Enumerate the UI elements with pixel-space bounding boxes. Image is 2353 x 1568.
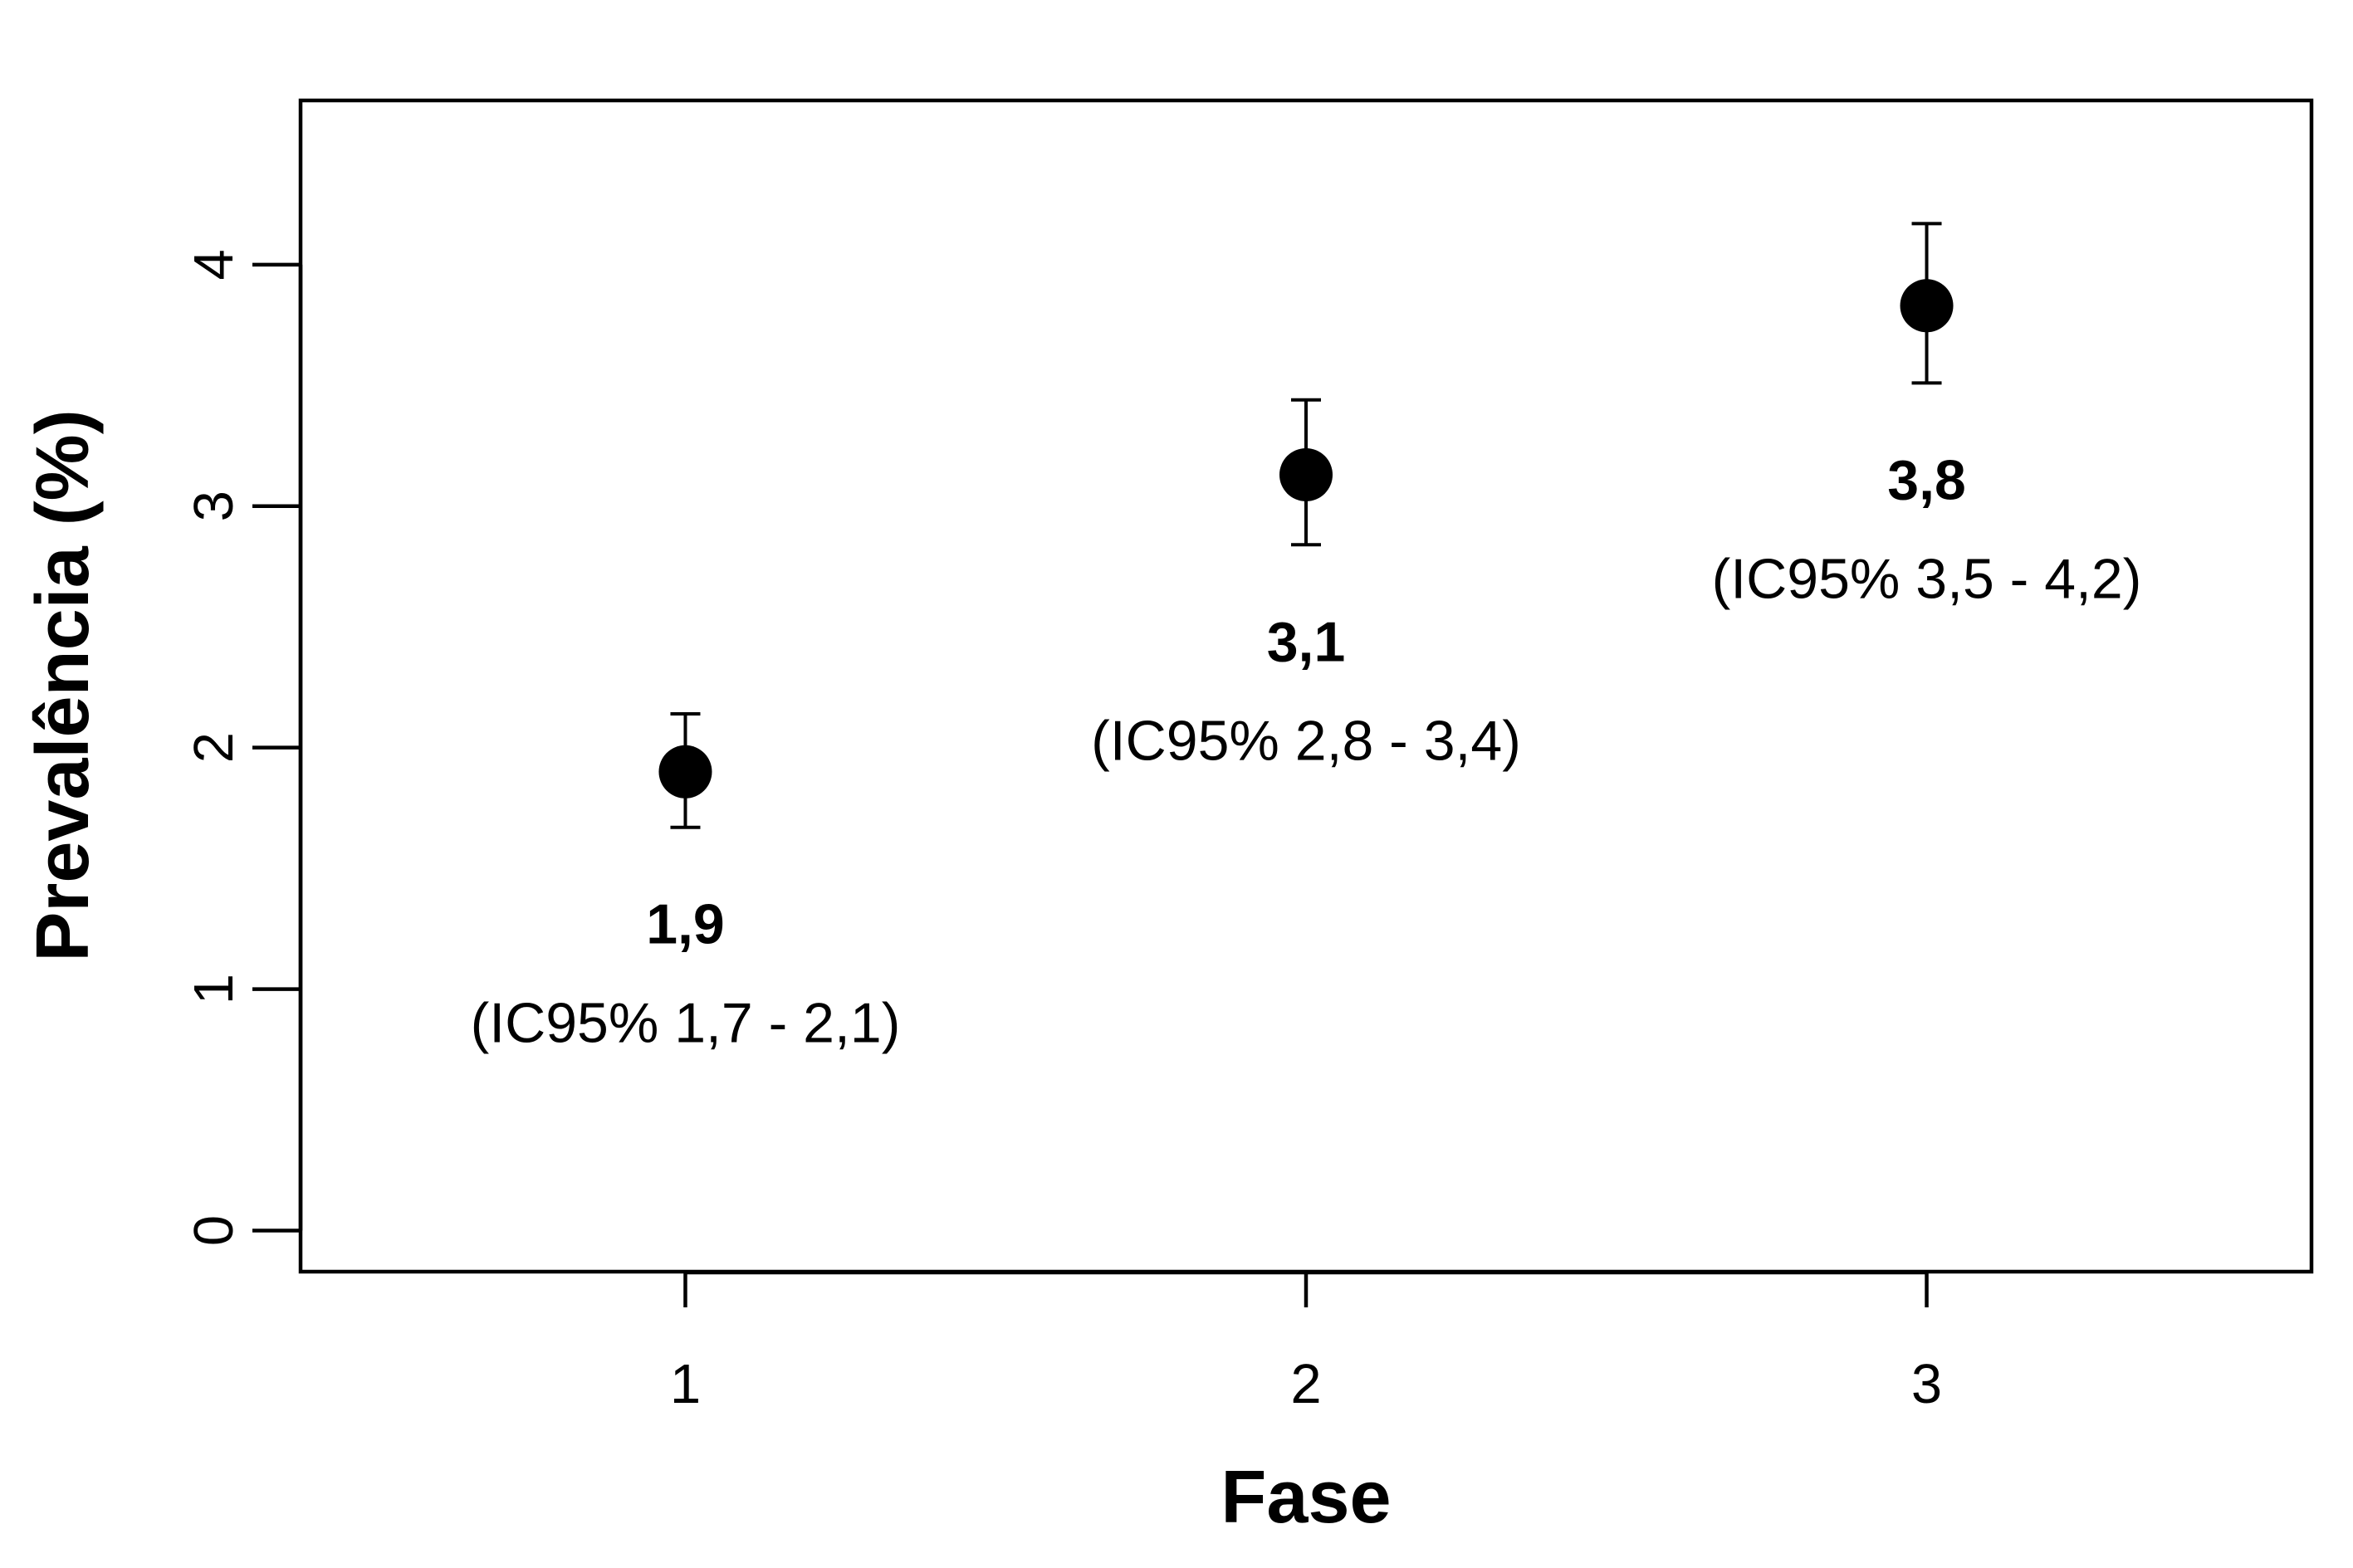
ci-label-1: (IC95% 1,7 - 2,1)	[471, 992, 901, 1055]
y-axis: 0 1 2 3 4	[183, 249, 303, 1246]
y-tick-label-4: 4	[183, 249, 245, 280]
x-axis: 1 2 3	[670, 1270, 1942, 1415]
data-points: 1,9 (IC95% 1,7 - 2,1) 3,1 (IC95% 2,8 - 3,4)…	[471, 222, 2142, 1055]
y-tick-label-2: 2	[183, 732, 245, 763]
y-tick-label-1: 1	[183, 974, 245, 1004]
data-point-2	[1279, 447, 1333, 501]
x-tick-label-1: 1	[670, 1353, 701, 1415]
data-point-3	[1900, 279, 1954, 333]
y-tick-label-3: 3	[183, 491, 245, 521]
ci-label-2: (IC95% 2,8 - 3,4)	[1091, 709, 1521, 772]
ci-label-3: (IC95% 3,5 - 4,2)	[1712, 547, 2142, 610]
data-point-1	[658, 745, 712, 799]
value-label-2: 3,1	[1267, 610, 1346, 673]
plot-frame	[298, 98, 2314, 1274]
value-label-3: 3,8	[1887, 448, 1966, 511]
y-axis-title: Prevalência (%)	[22, 409, 105, 961]
x-tick-label-2: 2	[1290, 1353, 1321, 1415]
x-axis-title: Fase	[1221, 1456, 1391, 1539]
y-tick-label-0: 0	[183, 1215, 245, 1246]
value-label-1: 1,9	[646, 893, 725, 956]
x-tick-label-3: 3	[1911, 1353, 1942, 1415]
